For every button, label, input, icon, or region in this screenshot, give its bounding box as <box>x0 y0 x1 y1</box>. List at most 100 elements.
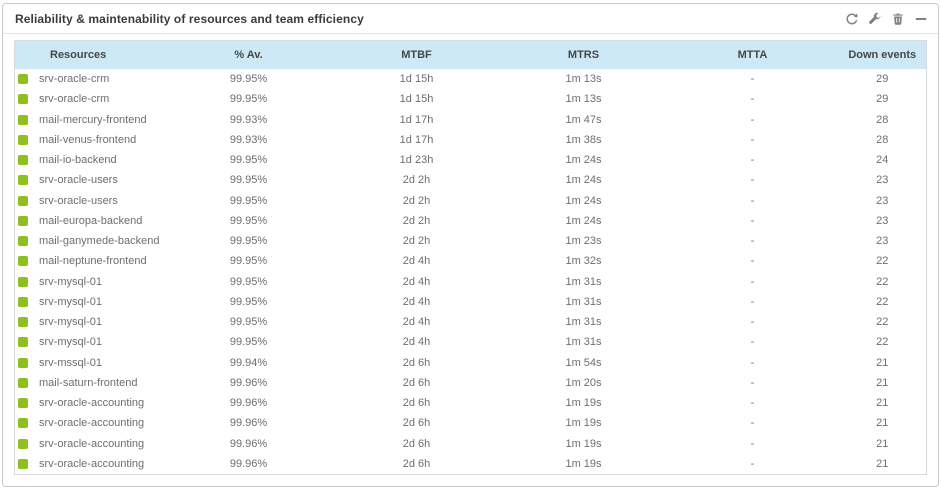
mtta-cell: - <box>666 190 839 211</box>
resource-name[interactable]: srv-mysql-01 <box>39 295 102 308</box>
down-events-cell: 23 <box>838 190 927 211</box>
availability-cell: 99.95% <box>164 150 333 171</box>
resource-name[interactable]: srv-mysql-01 <box>39 336 102 349</box>
resource-name[interactable]: mail-saturn-frontend <box>39 376 138 389</box>
resource-cell: srv-oracle-crm <box>14 89 165 110</box>
table-body: srv-oracle-crm 99.95% 1d 15h 1m 13s - 29… <box>14 69 927 475</box>
mtta-cell: - <box>666 453 839 475</box>
table-row[interactable]: srv-oracle-accounting 99.96% 2d 6h 1m 19… <box>14 433 927 454</box>
resource-name[interactable]: srv-oracle-users <box>39 194 118 207</box>
mtbf-cell: 2d 6h <box>332 352 501 373</box>
status-up-icon <box>18 276 28 287</box>
edit-button[interactable] <box>868 12 882 26</box>
status-up-icon <box>18 236 28 247</box>
resource-cell: srv-oracle-users <box>14 170 165 191</box>
mtbf-cell: 2d 4h <box>332 312 501 333</box>
down-events-cell: 23 <box>838 170 927 191</box>
mtrs-cell: 1m 24s <box>500 210 667 231</box>
table-row[interactable]: srv-oracle-crm 99.95% 1d 15h 1m 13s - 29 <box>14 89 927 110</box>
resource-name[interactable]: srv-oracle-crm <box>39 93 110 106</box>
table-row[interactable]: srv-oracle-accounting 99.96% 2d 6h 1m 19… <box>14 453 927 475</box>
down-events-cell: 21 <box>838 393 927 414</box>
down-events-cell: 29 <box>838 89 927 110</box>
table-row[interactable]: srv-mysql-01 99.95% 2d 4h 1m 31s - 22 <box>14 332 927 353</box>
resource-name[interactable]: mail-mercury-frontend <box>39 113 147 126</box>
resource-name[interactable]: mail-neptune-frontend <box>39 255 147 268</box>
table-row[interactable]: mail-io-backend 99.95% 1d 23h 1m 24s - 2… <box>14 150 927 171</box>
table-row[interactable]: mail-europa-backend 99.95% 2d 2h 1m 24s … <box>14 210 927 231</box>
resource-name[interactable]: srv-mssql-01 <box>39 356 102 369</box>
table-row[interactable]: srv-oracle-accounting 99.96% 2d 6h 1m 19… <box>14 413 927 434</box>
mtta-cell: - <box>666 129 839 150</box>
mtbf-cell: 2d 2h <box>332 231 501 252</box>
resource-cell: srv-oracle-accounting <box>14 453 165 475</box>
availability-cell: 99.93% <box>164 129 333 150</box>
status-up-icon <box>18 438 28 449</box>
availability-cell: 99.96% <box>164 433 333 454</box>
resource-cell: srv-mysql-01 <box>14 332 165 353</box>
down-events-cell: 22 <box>838 312 927 333</box>
resource-cell: mail-ganymede-backend <box>14 231 165 252</box>
table-row[interactable]: srv-oracle-accounting 99.96% 2d 6h 1m 19… <box>14 393 927 414</box>
resource-name[interactable]: srv-oracle-crm <box>39 73 110 86</box>
delete-button[interactable] <box>891 12 905 26</box>
availability-cell: 99.94% <box>164 352 333 373</box>
status-up-icon <box>18 155 28 166</box>
mtrs-cell: 1m 54s <box>500 352 667 373</box>
down-events-cell: 28 <box>838 109 927 130</box>
resource-name[interactable]: srv-oracle-accounting <box>39 417 145 430</box>
widget-toolbar <box>845 12 928 26</box>
mtbf-cell: 1d 15h <box>332 89 501 110</box>
table-row[interactable]: mail-venus-frontend 99.93% 1d 17h 1m 38s… <box>14 129 927 150</box>
down-events-cell: 24 <box>838 150 927 171</box>
resource-name[interactable]: srv-oracle-users <box>39 174 118 187</box>
resource-cell: srv-oracle-crm <box>14 69 165 90</box>
table-row[interactable]: mail-neptune-frontend 99.95% 2d 4h 1m 32… <box>14 251 927 272</box>
column-header-down-events: Down events <box>838 40 927 69</box>
availability-cell: 99.95% <box>164 291 333 312</box>
resource-name[interactable]: srv-oracle-accounting <box>39 397 145 410</box>
resource-name[interactable]: mail-europa-backend <box>39 214 143 227</box>
table-row[interactable]: mail-ganymede-backend 99.95% 2d 2h 1m 23… <box>14 231 927 252</box>
table-row[interactable]: srv-mysql-01 99.95% 2d 4h 1m 31s - 22 <box>14 312 927 333</box>
table-row[interactable]: srv-oracle-users 99.95% 2d 2h 1m 24s - 2… <box>14 190 927 211</box>
availability-cell: 99.95% <box>164 231 333 252</box>
table-row[interactable]: mail-mercury-frontend 99.93% 1d 17h 1m 4… <box>14 109 927 130</box>
refresh-button[interactable] <box>845 12 859 26</box>
table-row[interactable]: srv-oracle-crm 99.95% 1d 15h 1m 13s - 29 <box>14 69 927 90</box>
table-row[interactable]: srv-mysql-01 99.95% 2d 4h 1m 31s - 22 <box>14 271 927 292</box>
table-row[interactable]: srv-oracle-users 99.95% 2d 2h 1m 24s - 2… <box>14 170 927 191</box>
down-events-cell: 21 <box>838 413 927 434</box>
resource-cell: srv-mysql-01 <box>14 312 165 333</box>
mtrs-cell: 1m 31s <box>500 291 667 312</box>
resource-name[interactable]: mail-ganymede-backend <box>39 235 160 248</box>
availability-cell: 99.96% <box>164 453 333 475</box>
down-events-cell: 28 <box>838 129 927 150</box>
status-up-icon <box>18 256 28 267</box>
down-events-cell: 22 <box>838 251 927 272</box>
resource-name[interactable]: srv-oracle-accounting <box>39 457 145 470</box>
mtta-cell: - <box>666 109 839 130</box>
mtbf-cell: 2d 2h <box>332 190 501 211</box>
mtbf-cell: 2d 6h <box>332 413 501 434</box>
table-row[interactable]: mail-saturn-frontend 99.96% 2d 6h 1m 20s… <box>14 372 927 393</box>
minimize-button[interactable] <box>914 12 928 26</box>
resource-cell: mail-io-backend <box>14 150 165 171</box>
resource-name[interactable]: srv-mysql-01 <box>39 275 102 288</box>
mtrs-cell: 1m 24s <box>500 190 667 211</box>
down-events-cell: 23 <box>838 210 927 231</box>
minus-icon <box>915 17 927 20</box>
resource-name[interactable]: srv-oracle-accounting <box>39 437 145 450</box>
resource-name[interactable]: mail-venus-frontend <box>39 133 137 146</box>
trash-icon <box>893 13 903 25</box>
mtbf-cell: 2d 6h <box>332 453 501 475</box>
resource-name[interactable]: srv-mysql-01 <box>39 316 102 329</box>
resource-name[interactable]: mail-io-backend <box>39 154 117 167</box>
mtrs-cell: 1m 32s <box>500 251 667 272</box>
table-row[interactable]: srv-mysql-01 99.95% 2d 4h 1m 31s - 22 <box>14 291 927 312</box>
availability-cell: 99.95% <box>164 251 333 272</box>
down-events-cell: 23 <box>838 231 927 252</box>
table-row[interactable]: srv-mssql-01 99.94% 2d 6h 1m 54s - 21 <box>14 352 927 373</box>
mtta-cell: - <box>666 210 839 231</box>
down-events-cell: 21 <box>838 433 927 454</box>
